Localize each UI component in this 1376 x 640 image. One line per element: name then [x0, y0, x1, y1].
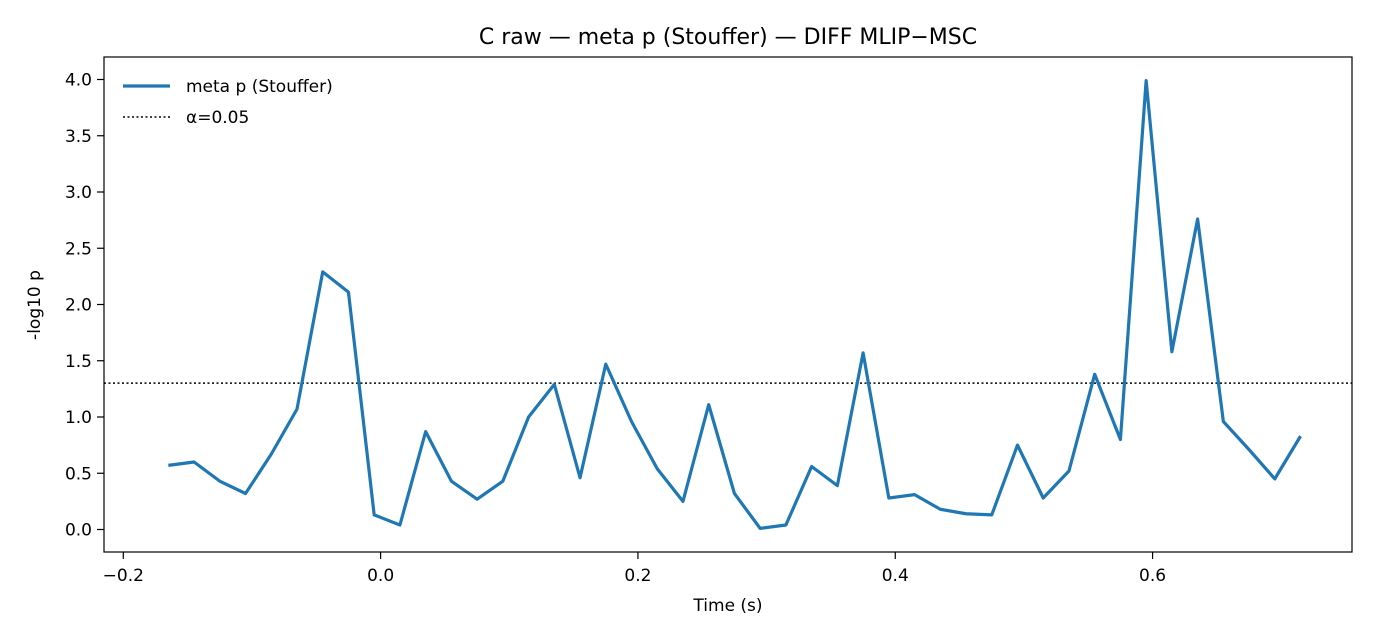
series-line [168, 79, 1302, 530]
y-tick-label: 1.5 [65, 352, 92, 372]
y-tick-label: 0.0 [65, 521, 92, 541]
chart-title: C raw — meta p (Stouffer) — DIFF MLIP−MS… [479, 25, 977, 50]
y-tick-label: 3.5 [65, 127, 92, 147]
legend-label-threshold: α=0.05 [186, 108, 249, 128]
y-tick-label: 0.5 [65, 464, 92, 484]
x-tick-label: 0.4 [882, 566, 909, 586]
y-tick-label: 2.5 [65, 239, 92, 259]
y-tick-label: 4.0 [65, 71, 92, 91]
plot-frame [103, 56, 1353, 553]
y-axis-title: -log10 p [25, 270, 45, 340]
plot-area [104, 79, 1352, 530]
x-axis-title: Time (s) [692, 596, 762, 616]
axis-ticks: −0.2 0.0 0.2 0.4 0.6 0.0 0.5 1.0 1.5 2.0 2.5 3.0 3.5… [65, 71, 1166, 587]
x-tick-label: −0.2 [103, 566, 144, 586]
x-tick-label: 0.6 [1139, 566, 1166, 586]
y-tick-label: 1.0 [65, 408, 92, 428]
y-tick-label: 2.0 [65, 296, 92, 316]
y-tick-label: 3.0 [65, 183, 92, 203]
legend-label-series: meta p (Stouffer) [186, 77, 333, 97]
x-tick-label: 0.2 [624, 566, 651, 586]
legend: meta p (Stouffer) α=0.05 [123, 77, 333, 128]
x-tick-label: 0.0 [367, 566, 394, 586]
